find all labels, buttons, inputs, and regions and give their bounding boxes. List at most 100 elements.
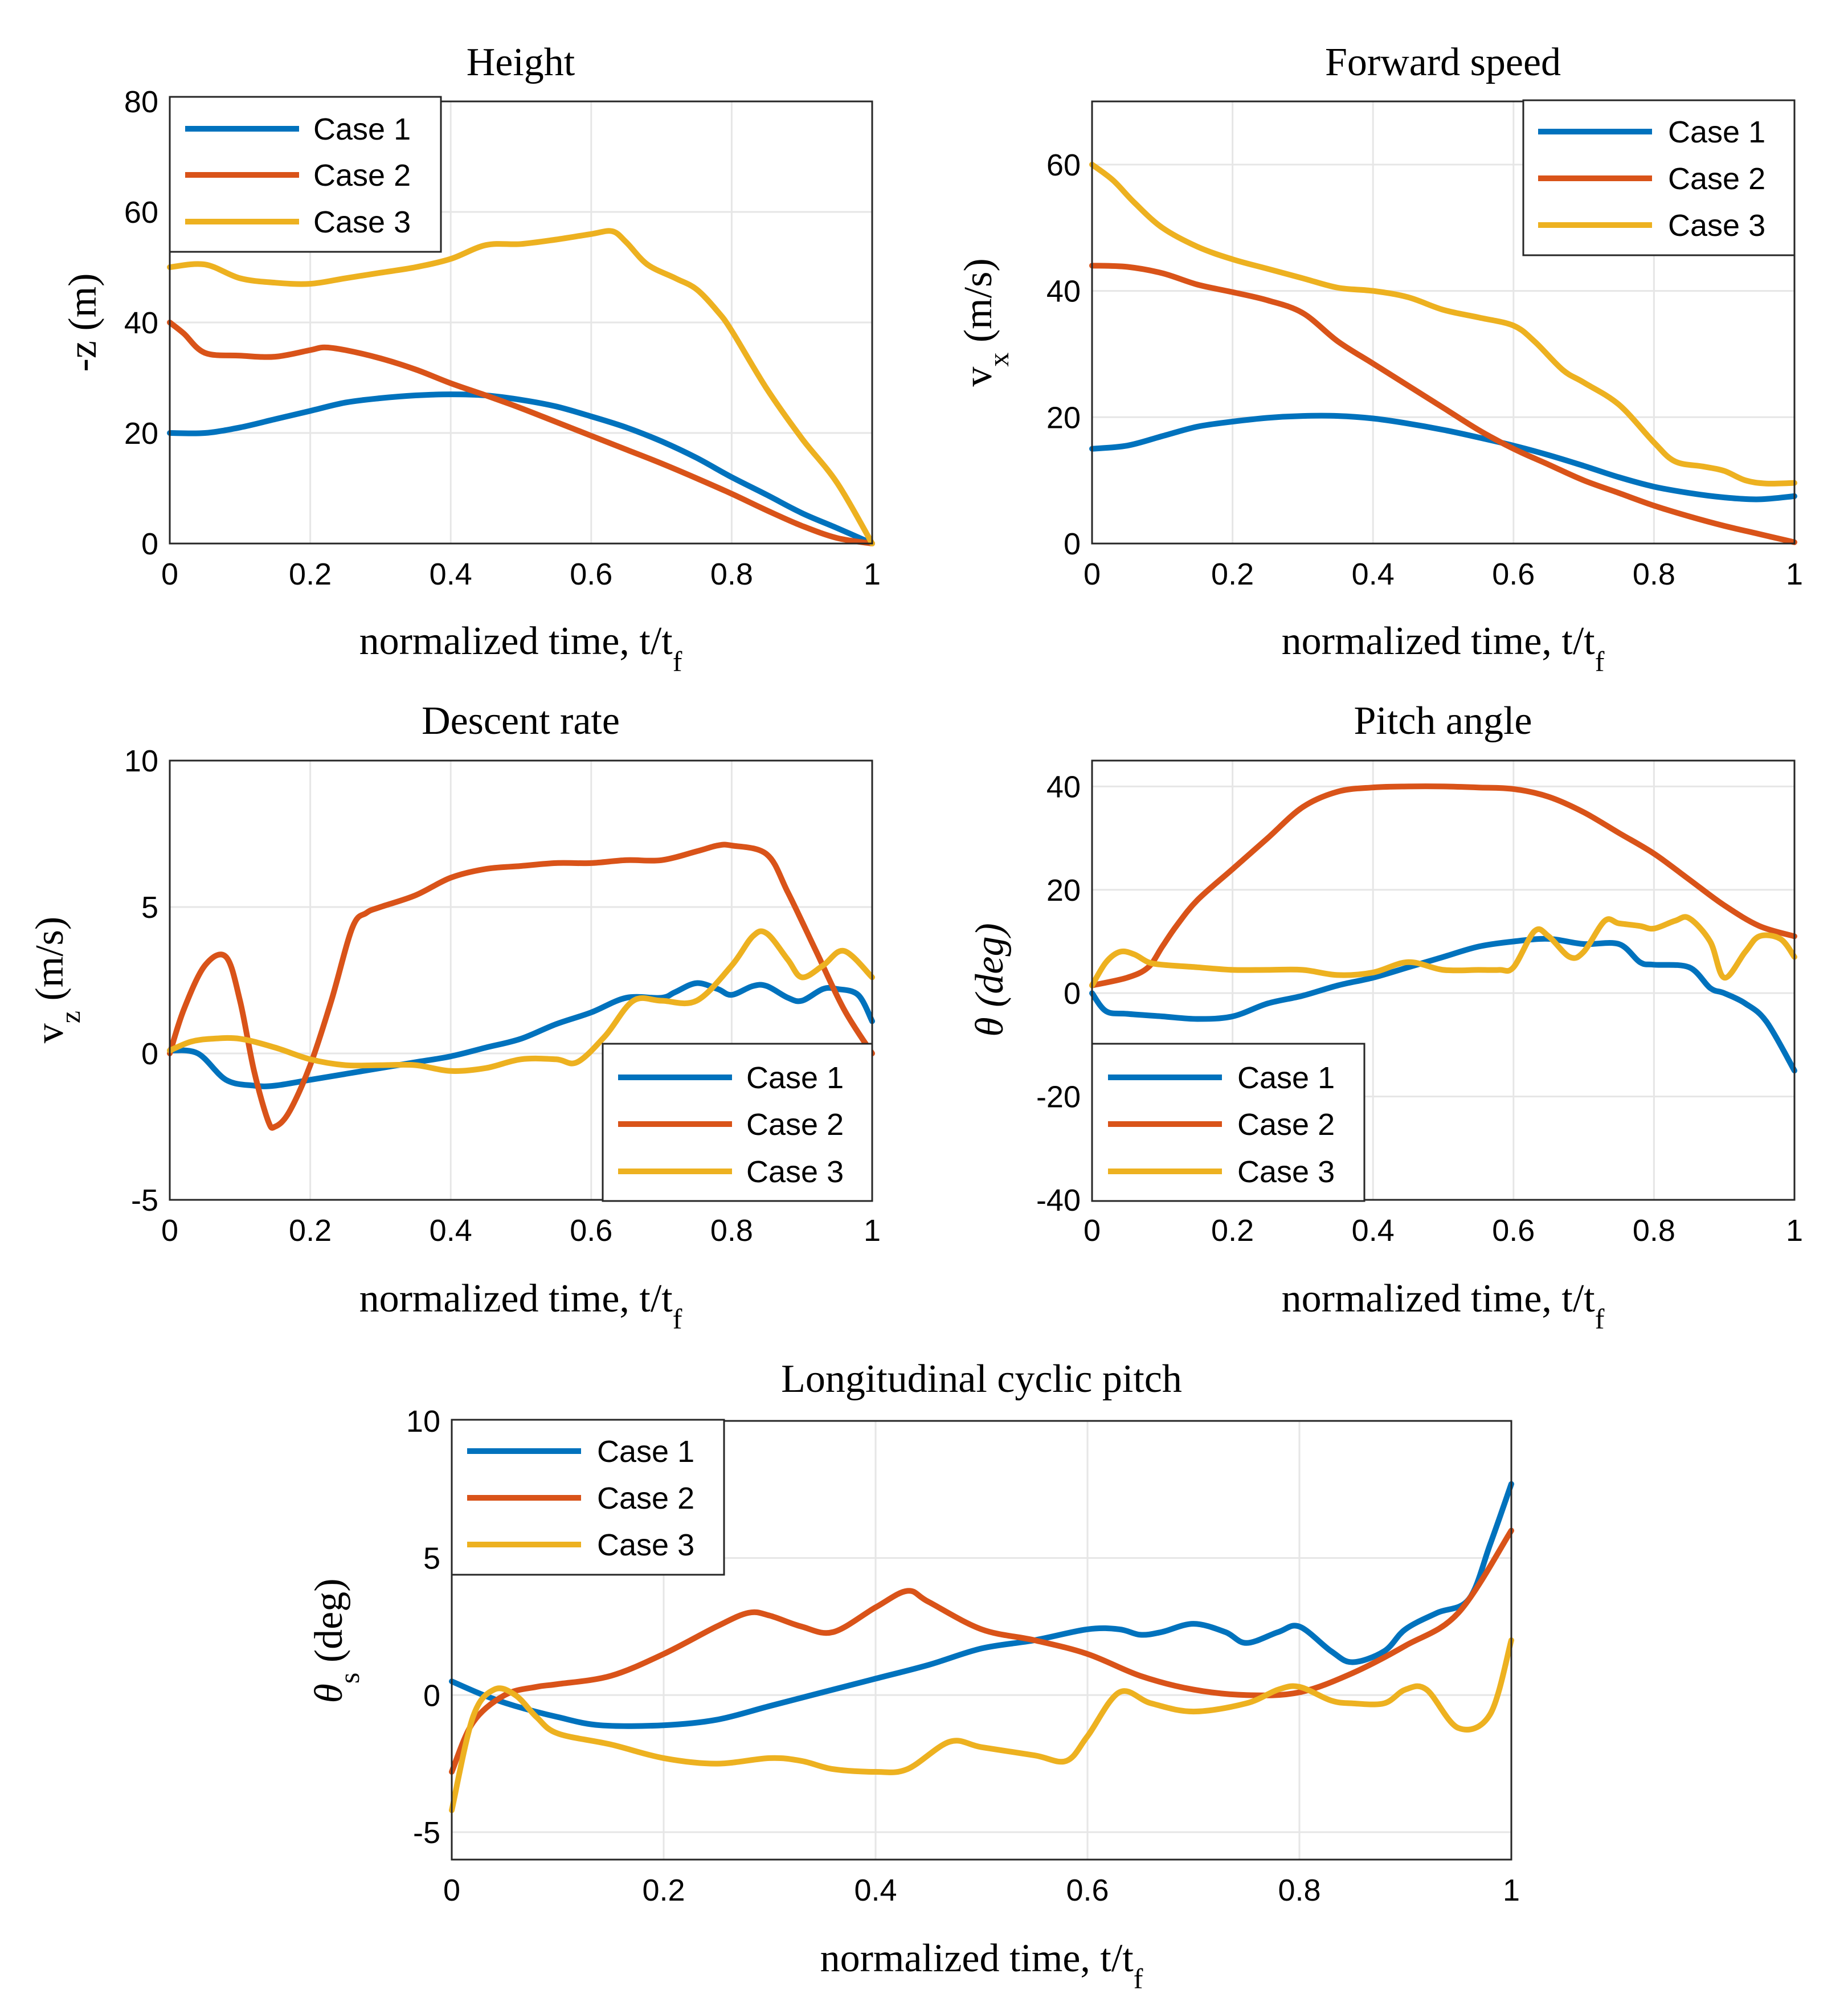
y-axis-label: vz (m/s)	[28, 917, 86, 1043]
y-tick-label: 20	[1046, 873, 1081, 908]
x-tick-label: 1	[1786, 557, 1803, 591]
y-tick-label: 10	[406, 1404, 440, 1439]
x-axis-label: normalized time, t/tf	[820, 1937, 1143, 1995]
x-tick-label: 1	[864, 557, 881, 591]
x-tick-label: 0.8	[1278, 1873, 1320, 1907]
x-tick-label: 0	[161, 1214, 178, 1248]
y-axis-label: vx (m/s)	[956, 258, 1015, 386]
axes-box	[169, 759, 873, 1201]
series-group	[167, 228, 875, 546]
y-tick-labels: 0 20 40 60	[1046, 148, 1081, 561]
x-tick-label: 0.6	[1492, 1214, 1535, 1248]
x-tick-label: 1	[864, 1214, 881, 1248]
x-tick-label: 0.2	[1211, 557, 1254, 591]
x-tick-label: 0.4	[1352, 1214, 1395, 1248]
y-axis-label: θs (deg)	[307, 1578, 365, 1703]
y-tick-label: 20	[1046, 401, 1081, 435]
x-tick-label: 0.2	[642, 1873, 685, 1907]
legend: Case 1 Case 2 Case 3	[451, 1419, 725, 1576]
x-axis-label: normalized time, t/tf	[359, 619, 682, 677]
y-axis-label: -z (m)	[61, 273, 105, 372]
series-line-case3	[1089, 161, 1797, 487]
x-tick-label: 0.4	[430, 1214, 472, 1248]
legend-label-case2: Case 2	[1668, 162, 1765, 196]
x-tick-label: 0	[1084, 557, 1101, 591]
x-tick-label: 0.2	[289, 557, 332, 591]
x-tick-label: 0.4	[430, 557, 472, 591]
legend-label-case1: Case 1	[313, 112, 411, 146]
chart-title: Longitudinal cyclic pitch	[781, 1357, 1182, 1401]
chart-title: Descent rate	[422, 699, 620, 743]
x-tick-labels: 0 0.2 0.4 0.6 0.8 1	[1084, 1214, 1803, 1248]
y-tick-label: 0	[423, 1678, 440, 1713]
y-tick-labels: -40 -20 0 20 40	[1036, 770, 1081, 1218]
y-tick-label: 40	[1046, 275, 1081, 309]
y-tick-label: 20	[124, 416, 158, 451]
legend-label-case3: Case 3	[1668, 209, 1765, 243]
legend-label-case1: Case 1	[746, 1061, 844, 1095]
y-tick-label: 10	[124, 744, 158, 778]
y-axis-label: θ (deg)	[968, 923, 1012, 1037]
y-tick-label: 60	[1046, 148, 1081, 182]
series-line-case1	[167, 980, 875, 1089]
legend-label-case3: Case 3	[746, 1155, 844, 1189]
x-tick-label: 1	[1503, 1873, 1520, 1907]
chart-title: Pitch angle	[1354, 699, 1532, 743]
x-tick-label: 0.8	[710, 1214, 753, 1248]
x-tick-label: 0.8	[710, 557, 753, 591]
y-tick-label: 80	[124, 85, 158, 119]
y-tick-labels: -5 0 5 10	[406, 1404, 440, 1850]
x-tick-label: 0.8	[1633, 1214, 1675, 1248]
chart-longitudinal-cyclic-pitch: Longitudinal cyclic pitch 0 0.2 0.4 0.6 0.8 1…	[307, 1357, 1520, 1995]
y-tick-label: 0	[141, 527, 158, 561]
series-group	[167, 841, 875, 1131]
legend: Case 1 Case 2 Case 3	[1522, 99, 1796, 256]
x-tick-label: 0.6	[570, 557, 612, 591]
y-tick-label: 0	[1064, 527, 1081, 561]
legend-label-case1: Case 1	[597, 1435, 694, 1469]
x-axis-label: normalized time, t/tf	[1282, 619, 1605, 677]
legend-label-case2: Case 2	[746, 1108, 844, 1142]
chart-height: Height 0 0.2 0.4 0.6 0.8 1 0 20 40 60 80 normaliz…	[61, 40, 881, 677]
x-axis-label: normalized time, t/tf	[359, 1277, 682, 1335]
chart-pitch-angle: Pitch angle 0 0.2 0.4 0.6 0.8 1 -40 -20 0 20 40 n…	[968, 699, 1803, 1335]
legend: Case 1 Case 2 Case 3	[1091, 1043, 1365, 1202]
axes-box	[451, 1420, 1512, 1861]
x-tick-label: 0.2	[289, 1214, 332, 1248]
x-tick-label: 0.6	[1492, 557, 1535, 591]
series-line-case1	[449, 1481, 1514, 1729]
legend-label-case2: Case 2	[313, 158, 411, 193]
series-line-case2	[167, 320, 875, 546]
y-tick-labels: -5 0 5 10	[124, 744, 158, 1218]
series-line-case3	[167, 228, 875, 546]
series-line-case3	[167, 928, 875, 1074]
x-tick-labels: 0 0.2 0.4 0.6 0.8 1	[1084, 557, 1803, 591]
chart-forward-speed: Forward speed 0 0.2 0.4 0.6 0.8 1 0 20 40 60 nor…	[956, 40, 1803, 677]
series-line-case2	[1089, 783, 1797, 988]
legend: Case 1 Case 2 Case 3	[169, 96, 442, 253]
axes-box	[1091, 759, 1796, 1201]
series-group	[1089, 161, 1797, 545]
series-line-case2	[1089, 263, 1797, 545]
y-tick-label: 60	[124, 195, 158, 230]
series-line-case1	[167, 391, 875, 546]
legend-label-case3: Case 3	[1237, 1155, 1335, 1189]
x-tick-labels: 0 0.2 0.4 0.6 0.8 1	[443, 1873, 1520, 1907]
chart-title: Forward speed	[1325, 40, 1561, 84]
chart-title: Height	[467, 40, 575, 84]
y-tick-label: 5	[141, 890, 158, 925]
legend-label-case3: Case 3	[597, 1528, 694, 1562]
series-line-case1	[1089, 412, 1797, 502]
axes-box	[169, 100, 873, 545]
x-tick-label: 0.6	[1066, 1873, 1109, 1907]
legend-label-case2: Case 2	[597, 1481, 694, 1515]
y-tick-label: -40	[1036, 1183, 1081, 1218]
series-line-case3	[449, 1637, 1514, 1813]
grid	[452, 1421, 1511, 1860]
x-tick-label: 0	[1084, 1214, 1101, 1248]
x-tick-label: 1	[1786, 1214, 1803, 1248]
x-tick-label: 0.4	[854, 1873, 897, 1907]
x-axis-label: normalized time, t/tf	[1282, 1277, 1605, 1335]
y-tick-label: -5	[131, 1183, 158, 1218]
